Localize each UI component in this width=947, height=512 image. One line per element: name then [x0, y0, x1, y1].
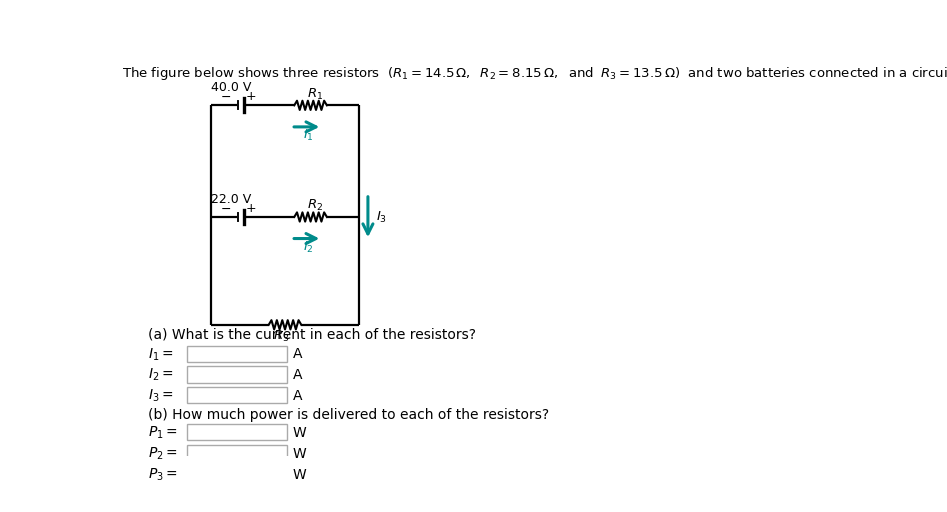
Text: (a) What is the current in each of the resistors?: (a) What is the current in each of the r…: [148, 328, 475, 342]
Text: $P_3 =$: $P_3 =$: [148, 466, 178, 483]
Text: 40.0 V: 40.0 V: [211, 81, 252, 95]
Text: $R_1$: $R_1$: [307, 87, 323, 102]
Text: 22.0 V: 22.0 V: [211, 193, 252, 206]
Text: $-$: $-$: [220, 90, 231, 103]
Text: The figure below shows three resistors  $(R_1 = 14.5\,\Omega,\;\; R_2 = 8.15\,\O: The figure below shows three resistors $…: [122, 66, 947, 82]
Bar: [187, 424, 287, 440]
Text: W: W: [293, 467, 307, 482]
Text: $+$: $+$: [245, 90, 257, 103]
Bar: [187, 466, 287, 482]
Text: $P_1 =$: $P_1 =$: [148, 425, 178, 441]
Text: A: A: [293, 348, 302, 361]
Bar: [187, 346, 287, 362]
Text: $I_3 =$: $I_3 =$: [148, 388, 173, 404]
Bar: [187, 445, 287, 461]
Text: $-$: $-$: [220, 202, 231, 215]
Text: $I_1 =$: $I_1 =$: [148, 346, 173, 362]
Text: $P_2 =$: $P_2 =$: [148, 445, 178, 462]
Text: A: A: [293, 368, 302, 382]
Text: $I_2$: $I_2$: [303, 240, 313, 255]
Text: A: A: [293, 389, 302, 403]
Text: $+$: $+$: [245, 202, 257, 215]
Text: $I_3$: $I_3$: [376, 209, 386, 225]
Text: $I_2 =$: $I_2 =$: [148, 367, 173, 383]
Bar: [187, 387, 287, 403]
Text: (b) How much power is delivered to each of the resistors?: (b) How much power is delivered to each …: [148, 408, 549, 422]
Bar: [187, 367, 287, 382]
Text: $R_3$: $R_3$: [273, 329, 289, 344]
Text: $I_1$: $I_1$: [303, 128, 313, 143]
Text: W: W: [293, 426, 307, 440]
Text: W: W: [293, 447, 307, 461]
Text: $R_2$: $R_2$: [307, 198, 323, 214]
